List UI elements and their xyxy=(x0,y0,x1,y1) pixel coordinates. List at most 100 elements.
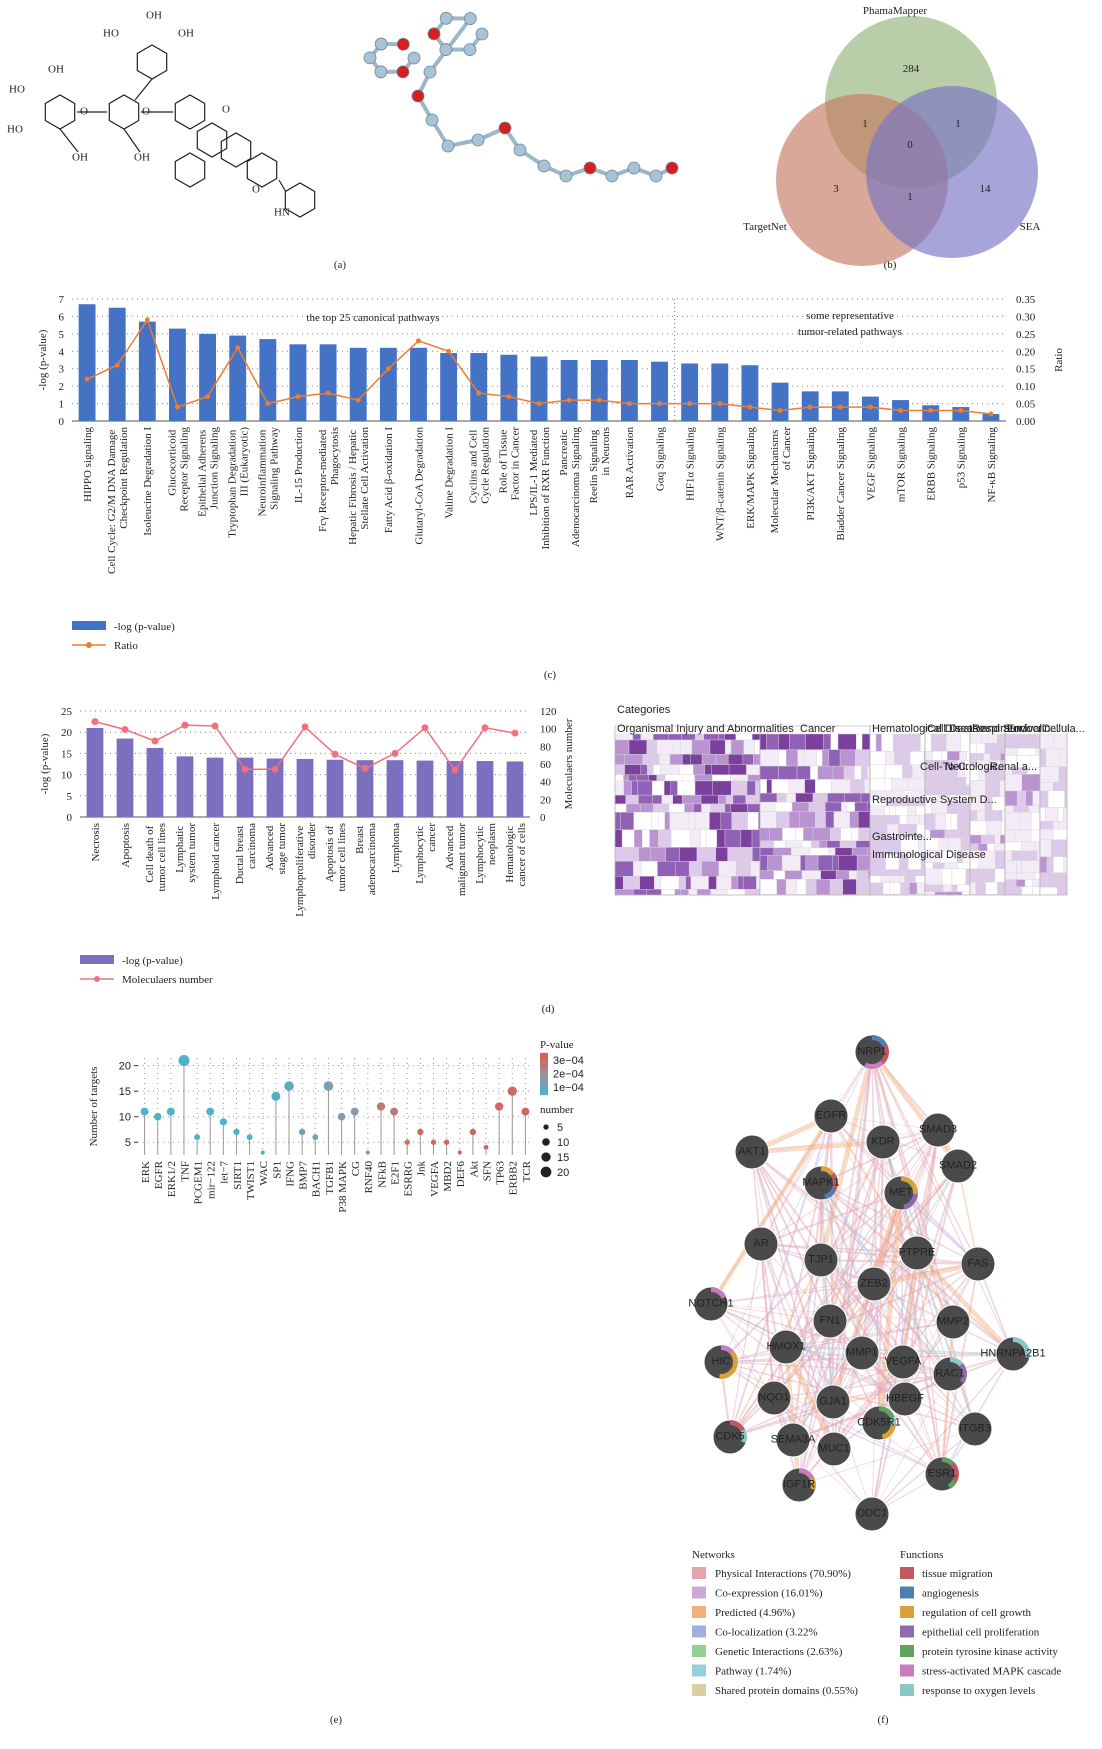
treemap-cell xyxy=(990,753,1000,760)
treemap-label: Reproductive System D... xyxy=(872,794,997,806)
treemap-cell xyxy=(760,828,769,841)
treemap-cell xyxy=(858,812,870,828)
treemap-cell xyxy=(885,765,902,778)
atom-label: HO xyxy=(103,28,119,40)
y-axis-label: -log (p-value) xyxy=(39,733,51,794)
legend-label: stress-activated MAPK cascade xyxy=(922,1666,1061,1678)
treemap-cell xyxy=(665,775,683,781)
y-tick-label: 5 xyxy=(59,329,65,341)
treemap-cell xyxy=(639,847,651,861)
treemap-cell xyxy=(649,775,657,781)
treemap-cell xyxy=(883,883,890,894)
treemap-cell xyxy=(857,871,868,880)
treemap-cell xyxy=(917,883,925,894)
treemap-cell xyxy=(856,879,870,894)
treemap-cell xyxy=(659,754,670,764)
bar xyxy=(507,761,524,817)
colorbar-cell xyxy=(540,1063,548,1065)
treemap-cell xyxy=(870,815,885,824)
treemap-cell xyxy=(994,844,1005,851)
treemap-cell xyxy=(997,734,1005,743)
bar xyxy=(147,748,164,817)
treemap-cell xyxy=(985,869,995,883)
treemap-cell xyxy=(705,765,712,775)
x-tick-label: TP63 xyxy=(495,1161,507,1185)
size-legend-label: 5 xyxy=(557,1122,563,1134)
x-tick-label: Gαq Signaling xyxy=(654,427,666,492)
node-label: GJA1 xyxy=(819,1396,847,1408)
treemap-cell xyxy=(833,766,844,779)
treemap-cell xyxy=(760,879,777,894)
treemap-cell xyxy=(625,765,641,775)
legend-label: angiogenesis xyxy=(922,1588,979,1600)
treemap-cell xyxy=(1058,807,1063,821)
treemap-cell xyxy=(997,882,1005,894)
treemap-cell xyxy=(1000,835,1005,844)
molecule-ring xyxy=(221,133,250,167)
y-tick-label: 6 xyxy=(59,311,65,323)
treemap-cell xyxy=(797,879,806,894)
treemap-cell xyxy=(1040,821,1053,829)
treemap-cell xyxy=(890,883,901,894)
treemap-cell xyxy=(970,734,982,743)
treemap-cell xyxy=(777,793,786,802)
model-atom xyxy=(606,170,618,182)
treemap-cell xyxy=(615,830,622,848)
treemap-cell xyxy=(760,841,774,848)
atom-label: HO xyxy=(9,84,25,96)
node-label: HMOX1 xyxy=(766,1341,805,1353)
treemap-label: Gastrointe... xyxy=(872,831,932,843)
treemap-cell xyxy=(858,828,870,841)
treemap-cell xyxy=(815,779,831,793)
treemap-cell xyxy=(850,779,864,793)
dot xyxy=(220,1118,227,1125)
treemap-label: Renal a... xyxy=(990,761,1037,773)
size-legend-dot xyxy=(541,1152,550,1161)
treemap-cell xyxy=(695,775,713,781)
treemap-cell xyxy=(1005,812,1019,830)
treemap-cell xyxy=(1005,887,1022,895)
molecule-ring xyxy=(175,95,204,129)
node-label: MET xyxy=(889,1187,913,1199)
treemap-cell xyxy=(642,830,649,848)
treemap-cell xyxy=(670,812,688,830)
treemap-cell xyxy=(800,812,816,828)
line-marker xyxy=(326,391,331,396)
x-tick-label: Cell Cycle: G2/M DNA Damage Checkpoint R… xyxy=(106,427,130,574)
x-tick-label: Lymphoproliferative disorder xyxy=(294,823,318,917)
treemap-cell xyxy=(628,847,639,861)
treemap-cell xyxy=(786,879,797,894)
treemap-cell xyxy=(680,889,688,895)
treemap-cell xyxy=(854,766,861,779)
y2-tick-label: 0.05 xyxy=(1016,399,1036,411)
x-tick-label: IFNG xyxy=(284,1161,296,1187)
treemap-cell xyxy=(819,841,827,848)
legend-label: protein tyrosine kinase activity xyxy=(922,1646,1058,1658)
treemap-cell xyxy=(1022,887,1033,895)
treemap-cell xyxy=(1035,873,1040,880)
treemap-cell xyxy=(743,754,754,764)
treemap-cell xyxy=(977,743,985,753)
treemap-cell xyxy=(615,754,625,764)
treemap-cell xyxy=(970,821,986,835)
atom-label: HO xyxy=(7,124,23,136)
model-atom xyxy=(584,162,596,174)
model-atom xyxy=(412,90,424,102)
model-atom xyxy=(428,28,440,40)
annotation: some representative xyxy=(806,310,894,322)
treemap-cell xyxy=(936,777,950,785)
treemap-cell xyxy=(995,835,1000,844)
treemap-cell xyxy=(671,781,678,795)
treemap-cell xyxy=(868,802,870,811)
treemap-cell xyxy=(1015,830,1031,842)
treemap-cell xyxy=(862,734,870,750)
venn-circle xyxy=(866,86,1038,258)
x-tick-label: P38 MAPK xyxy=(337,1161,349,1213)
venn-count: 1 xyxy=(907,191,913,203)
x-tick-label: Glucocorticoid Receptor Signaling xyxy=(166,427,190,512)
line-marker xyxy=(597,398,602,403)
treemap-cell xyxy=(836,871,849,880)
treemap-cell xyxy=(966,777,970,785)
x-tick-label: E2F1 xyxy=(389,1161,401,1185)
legend-label: Pathway (1.74%) xyxy=(715,1666,792,1678)
